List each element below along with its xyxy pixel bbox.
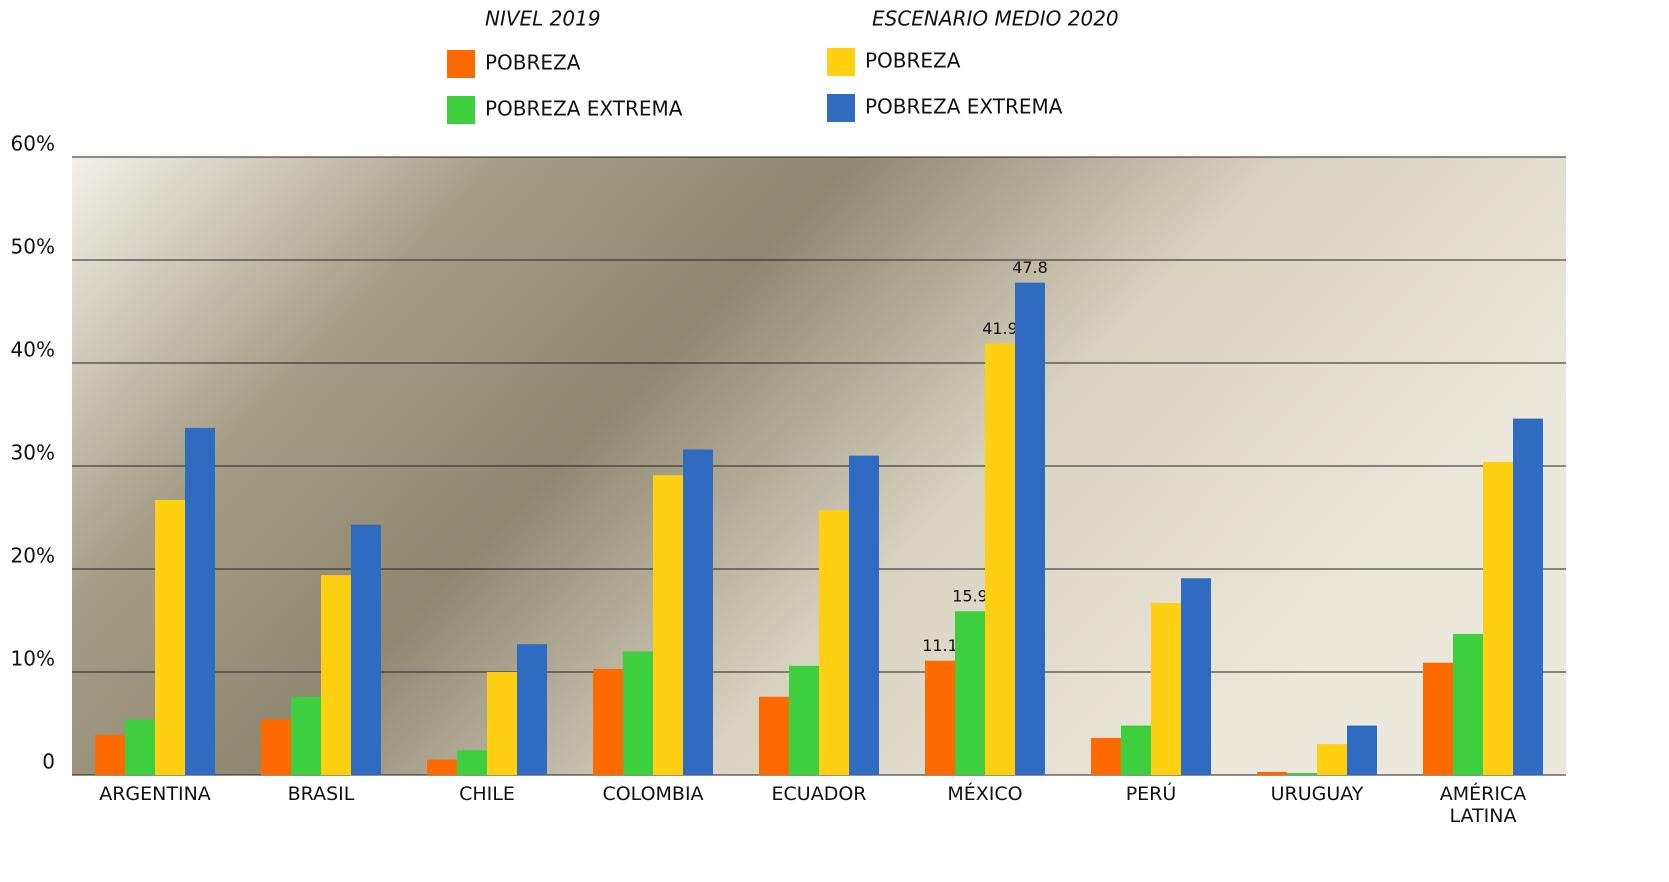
bar [683,450,713,775]
bar [1483,462,1513,775]
bar [517,644,547,775]
legend-swatch [447,96,475,124]
legend-swatch [827,48,855,76]
bar [1513,419,1543,775]
bar [321,575,351,775]
x-tick-label: ECUADOR [744,783,894,805]
x-tick-label: BRASIL [246,783,396,805]
y-tick-label: 10% [11,647,55,671]
x-tick-label: PERÚ [1076,783,1226,805]
data-label: 15.9 [952,587,988,606]
y-tick-label: 20% [11,544,55,568]
x-tick-label: AMÉRICA LATINA [1408,783,1558,827]
bar [1181,578,1211,775]
bar [955,611,985,775]
bar [155,500,185,775]
y-tick-label: 30% [11,441,55,465]
bar [925,661,955,775]
y-tick-label: 0 [42,750,55,774]
legend-title: ESCENARIO MEDIO 2020 [872,7,1119,31]
bar [487,672,517,775]
bar [819,510,849,775]
bar [1347,726,1377,775]
legend-label: POBREZA [485,51,581,75]
legend-title: NIVEL 2019 [485,7,601,31]
y-tick-label: 50% [11,235,55,259]
bar [593,669,623,775]
bar [351,525,381,775]
bar [1453,634,1483,775]
data-label: 41.9 [982,319,1018,338]
legend-label: POBREZA EXTREMA [485,97,683,121]
bar [291,697,321,775]
bar [427,760,457,775]
bar [261,719,291,775]
y-tick-label: 40% [11,338,55,362]
bar [1015,283,1045,775]
x-tick-label: COLOMBIA [578,783,728,805]
data-label: 11.1 [922,636,958,655]
bar [125,719,155,775]
bar [985,343,1015,775]
bar [185,428,215,775]
bar [1423,663,1453,775]
legend-swatch [827,94,855,122]
data-label: 47.8 [1012,258,1048,277]
bar [1121,726,1151,775]
x-tick-label: CHILE [412,783,562,805]
bar [1257,772,1287,775]
bar [623,651,653,775]
legend-label: POBREZA EXTREMA [865,95,1063,119]
bar [1317,744,1347,775]
y-tick-label: 60% [11,132,55,156]
chart: 0 10% 20% 30% 40% 50% 60% NIVEL 2019 ESCENARIO M… [0,0,1669,882]
x-tick-label: URUGUAY [1242,783,1392,805]
bar [849,456,879,775]
bar [457,750,487,775]
bar [759,697,789,775]
bar [789,666,819,775]
x-tick-label: MÉXICO [910,783,1060,805]
bar [1287,773,1317,775]
bar [1091,738,1121,775]
x-tick-label: ARGENTINA [80,783,230,805]
legend-label: POBREZA [865,49,961,73]
bar [95,735,125,775]
bar [1151,603,1181,775]
legend-swatch [447,50,475,78]
page: {"chart_data": {"type": "bar", "legend_t… [0,0,1669,882]
bar [653,475,683,775]
